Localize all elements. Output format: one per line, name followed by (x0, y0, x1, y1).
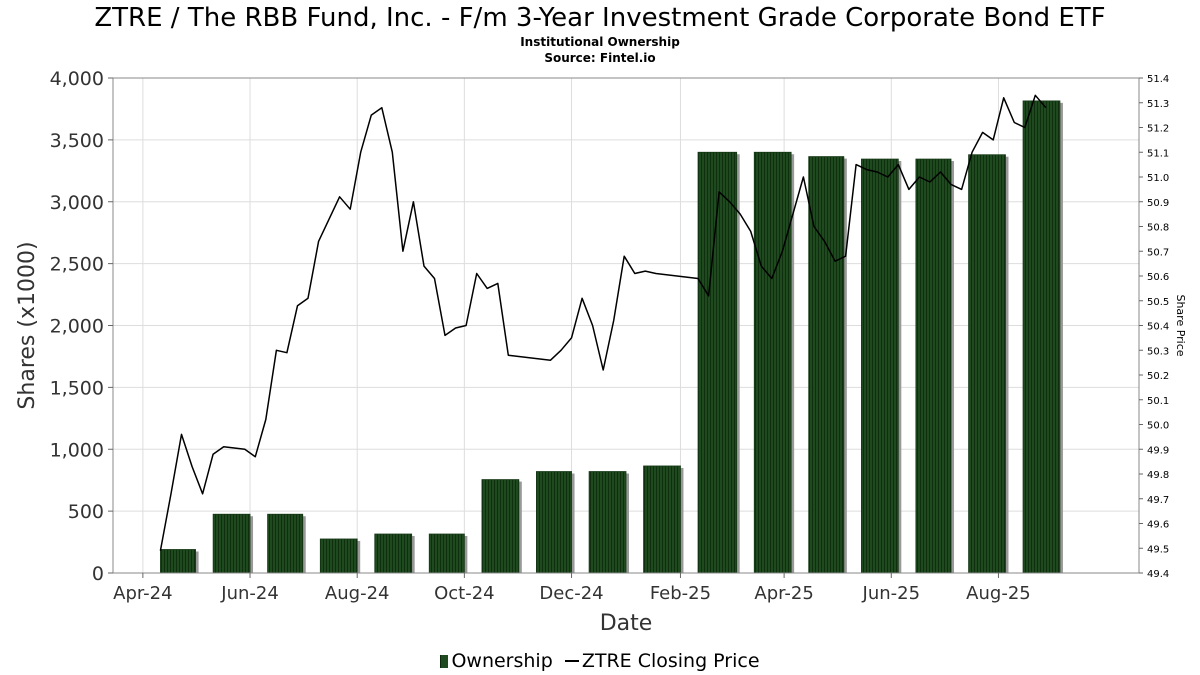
x-tick-label: Jun-24 (220, 583, 279, 604)
y2-tick-label: 49.5 (1147, 544, 1169, 555)
legend-line-swatch (564, 660, 579, 662)
ownership-bar (808, 156, 845, 574)
ownership-bar (481, 479, 520, 574)
y-tick-label: 0 (92, 563, 104, 585)
ownership-bar (915, 158, 952, 574)
x-tick-label: Apr-25 (754, 583, 813, 604)
price-line-layer (159, 94, 1047, 551)
y2-tick-label: 50.9 (1147, 198, 1169, 209)
y2-tick-label: 50.6 (1147, 272, 1169, 283)
chart-subtitle-ownership: Institutional Ownership (520, 35, 680, 49)
y2-tick-label: 49.4 (1147, 569, 1169, 580)
x-tick-label: Aug-24 (325, 583, 390, 604)
ownership-bar (374, 533, 413, 574)
legend-price: ZTRE Closing Price (559, 649, 760, 673)
x-tick-label: Jun-25 (862, 583, 921, 604)
ownership-bar (968, 154, 1006, 574)
legend-bar-swatch (440, 654, 449, 668)
chart-title: ZTRE / The RBB Fund, Inc. - F/m 3-Year I… (94, 3, 1106, 33)
y-tick-label: 2,500 (50, 254, 104, 276)
ownership-bars (160, 100, 1063, 574)
y2-tick-label: 51.0 (1147, 173, 1169, 184)
ownership-bar (160, 549, 196, 574)
y-tick-label: 2,000 (50, 316, 104, 338)
x-tick-label: Aug-25 (966, 583, 1031, 604)
y-tick-label: 3,000 (50, 192, 104, 214)
y2-tick-label: 49.8 (1147, 470, 1169, 481)
y-tick-label: 500 (68, 501, 104, 523)
y2-tick-label: 49.6 (1147, 520, 1169, 531)
x-tick-label: Oct-24 (434, 583, 495, 604)
chart-subtitle-source: Source: Fintel.io (544, 51, 656, 65)
y2-tick-label: 50.7 (1147, 247, 1169, 258)
legend-price-label: ZTRE Closing Price (581, 649, 760, 672)
y2-tick-label: 50.2 (1147, 371, 1169, 382)
x-tick-label: Dec-24 (539, 583, 603, 604)
ownership-bar (588, 471, 627, 574)
ownership-bar (428, 533, 465, 574)
y2-tick-label: 49.7 (1147, 495, 1169, 506)
y2-axis-label: Share Price (1174, 294, 1187, 356)
y2-tick-label: 50.0 (1147, 421, 1169, 432)
y-axis-label: Shares (x1000) (15, 241, 40, 409)
ownership-bar (212, 513, 251, 574)
ownership-bar (536, 471, 572, 574)
price-line (159, 94, 1047, 551)
x-axis-label: Date (600, 611, 653, 636)
y2-tick-label: 50.5 (1147, 297, 1169, 308)
y2-tick-label: 51.1 (1147, 148, 1169, 159)
x-tick-label: Feb-25 (650, 583, 711, 604)
ownership-bar (861, 158, 899, 574)
x-tick-label: Apr-24 (113, 583, 172, 604)
y2-tick-label: 51.3 (1147, 99, 1169, 110)
y-tick-label: 1,500 (50, 377, 104, 399)
y2-tick-label: 49.9 (1147, 445, 1169, 456)
ownership-bar (319, 538, 358, 574)
ownership-bar (267, 513, 304, 574)
ownership-bar (753, 151, 792, 574)
ownership-bar (643, 465, 681, 574)
ownership-bar (1022, 100, 1061, 574)
legend-ownership: Ownership (440, 649, 553, 673)
legend-ownership-label: Ownership (451, 649, 553, 672)
axes: Apr-24 Jun-24 Aug-24 Oct-24 Dec-24 Feb-25 Apr-… (50, 68, 1170, 604)
y2-tick-label: 50.3 (1147, 346, 1169, 357)
y2-tick-label: 50.8 (1147, 223, 1169, 234)
chart-legend: Ownership ZTRE Closing Price (0, 648, 1200, 673)
y2-tick-label: 51.4 (1147, 74, 1169, 85)
y2-tick-label: 50.1 (1147, 396, 1169, 407)
y-tick-label: 3,500 (50, 130, 104, 152)
y2-tick-label: 51.2 (1147, 124, 1169, 135)
y-tick-label: 4,000 (50, 68, 104, 90)
y-tick-label: 1,000 (50, 439, 104, 461)
y2-tick-label: 50.4 (1147, 322, 1169, 333)
